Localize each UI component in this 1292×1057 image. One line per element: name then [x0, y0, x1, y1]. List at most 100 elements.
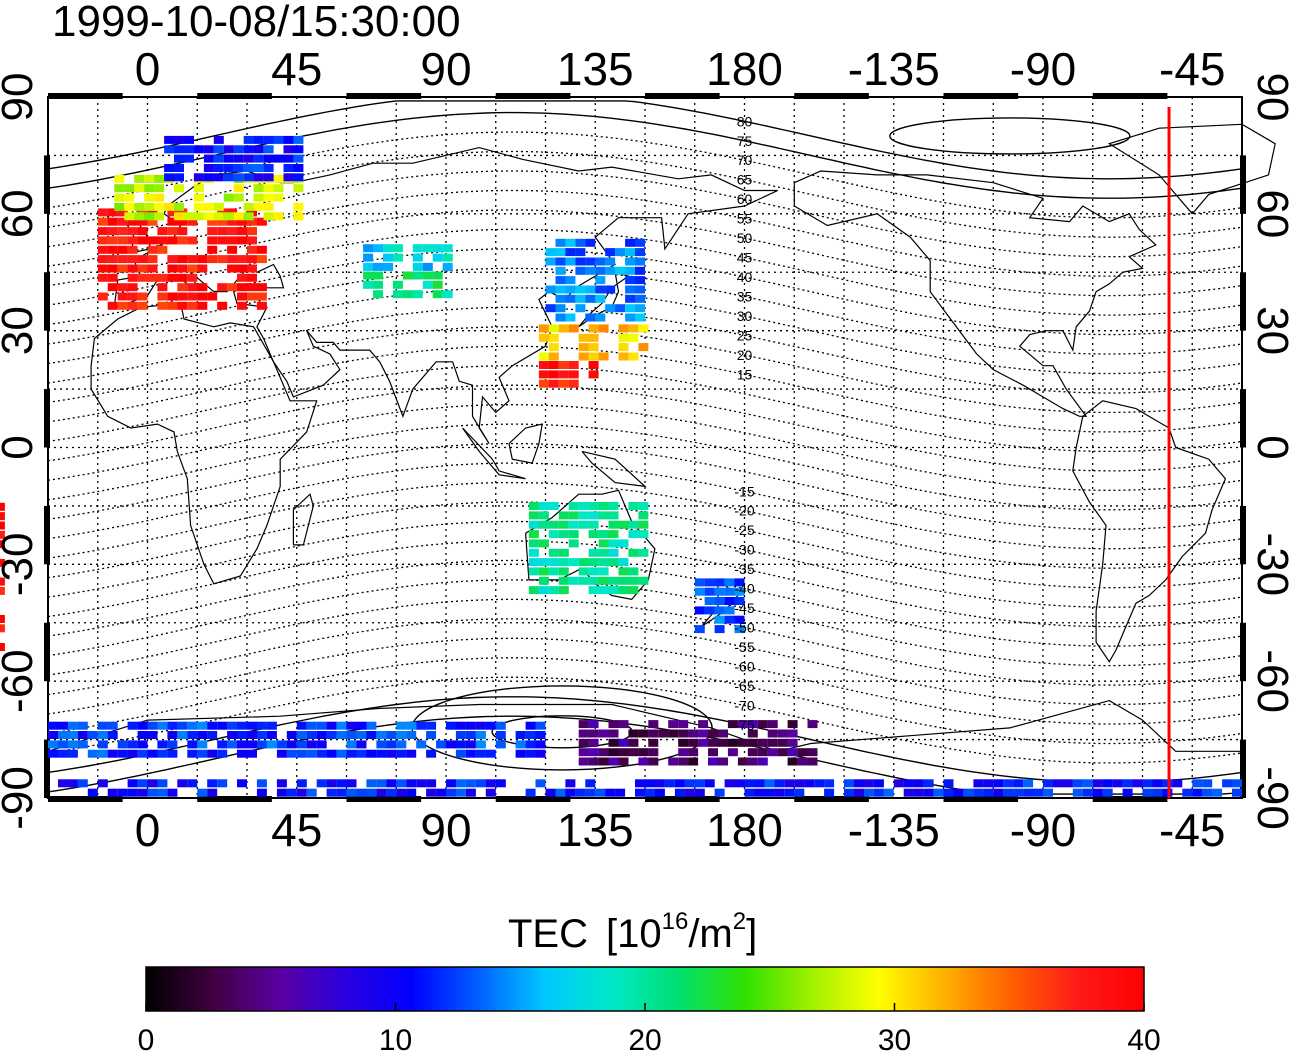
tec-cell — [595, 313, 606, 322]
coastline — [113, 146, 778, 444]
tec-cell — [588, 558, 599, 567]
tec-cell — [233, 212, 244, 221]
tec-cell — [97, 264, 108, 273]
tec-cell — [844, 779, 854, 788]
tec-cell — [0, 577, 5, 586]
tec-cell — [127, 255, 138, 264]
tec-cell — [1003, 788, 1014, 797]
tec-cell — [568, 558, 579, 567]
tec-cell — [164, 135, 175, 144]
tec-cell — [127, 273, 138, 282]
tec-cell — [416, 721, 427, 730]
tec-cell — [1102, 779, 1113, 788]
tec-cell — [107, 236, 118, 245]
tec-cell — [565, 248, 576, 257]
tec-cell — [638, 748, 649, 757]
tec-cell — [174, 212, 184, 221]
tec-cell — [628, 567, 639, 576]
tec-cell — [538, 379, 549, 388]
tec-cell — [558, 548, 569, 557]
colorbar-unit-exponent2: 2 — [733, 908, 746, 935]
tec-cell — [704, 587, 715, 596]
tec-cell — [227, 217, 238, 226]
colorbar-tick-label: 20 — [628, 1024, 661, 1057]
tec-cell — [714, 606, 725, 615]
tec-cell — [565, 294, 576, 303]
tec-cell — [588, 520, 599, 529]
tec-cell — [58, 749, 68, 758]
tec-cell — [638, 729, 649, 738]
coastline — [1107, 123, 1276, 215]
frame-tick-bar — [1240, 622, 1246, 682]
tec-cell — [107, 208, 118, 217]
tec-cell — [276, 740, 287, 749]
tec-cell — [654, 788, 665, 797]
tec-cell — [97, 255, 108, 264]
tec-cell — [144, 193, 155, 202]
tec-cell — [266, 731, 277, 739]
mlat-label: 45 — [737, 250, 753, 266]
tec-cell — [237, 255, 247, 264]
tec-cell — [346, 749, 357, 758]
coastline — [581, 450, 647, 488]
tec-cell — [237, 779, 247, 788]
tec-cell — [0, 643, 5, 651]
tec-cell — [237, 283, 247, 292]
tec-cell — [515, 749, 526, 758]
tec-cell — [615, 266, 626, 275]
tec-cell — [0, 586, 5, 595]
tec-cell — [346, 779, 357, 788]
tec-cell — [804, 779, 815, 788]
tec-cell — [207, 236, 218, 245]
tec-cell — [296, 731, 307, 739]
tec-cell — [568, 502, 579, 510]
tec-cell — [485, 721, 496, 730]
tec-cell — [187, 721, 198, 730]
tec-cell — [863, 788, 874, 797]
tec-cell — [293, 154, 304, 163]
tec-cell — [386, 731, 397, 739]
tec-cell — [618, 567, 629, 576]
tec-cell — [412, 290, 423, 299]
tec-cell — [797, 748, 808, 757]
tec-cell — [618, 324, 629, 333]
tec-cell — [674, 779, 685, 788]
tec-cell — [1232, 779, 1242, 788]
tec-cell — [588, 343, 599, 352]
tec-cell — [648, 720, 659, 729]
tec-cell — [777, 729, 788, 738]
tec-cell — [548, 558, 559, 567]
tec-cell — [588, 370, 599, 379]
tec-cell — [625, 294, 636, 303]
tec-cell — [638, 324, 649, 333]
tec-cell — [97, 217, 108, 226]
tec-cell — [383, 253, 393, 262]
tec-cell — [737, 757, 748, 766]
tec-cell — [227, 227, 238, 236]
tec-cell — [615, 304, 626, 313]
tec-cell — [167, 740, 178, 749]
tec-cell — [107, 273, 118, 282]
tec-cell — [137, 255, 148, 264]
left-lat-label: 30 — [0, 306, 42, 355]
tec-cell — [422, 262, 433, 271]
tec-cell — [628, 530, 639, 539]
tec-cell — [585, 788, 596, 797]
tec-cell — [247, 264, 257, 273]
tec-cell — [598, 757, 609, 766]
tec-cell — [117, 236, 128, 245]
tec-cell — [588, 502, 599, 510]
frame-tick-bar — [44, 622, 50, 682]
tec-cell — [217, 236, 228, 245]
tec-cell — [117, 301, 128, 310]
left-latitude-labels: 90 60 30 0 -30 -60 -90 — [0, 73, 42, 830]
tec-cell — [293, 202, 304, 211]
tec-cell — [107, 283, 118, 292]
tec-cell — [883, 788, 894, 797]
tec-cell — [77, 721, 88, 730]
tec-cell — [598, 567, 609, 576]
tec-cell — [157, 283, 168, 292]
tec-cell — [754, 779, 765, 788]
tec-cell — [174, 173, 184, 182]
tec-cell — [724, 597, 735, 605]
